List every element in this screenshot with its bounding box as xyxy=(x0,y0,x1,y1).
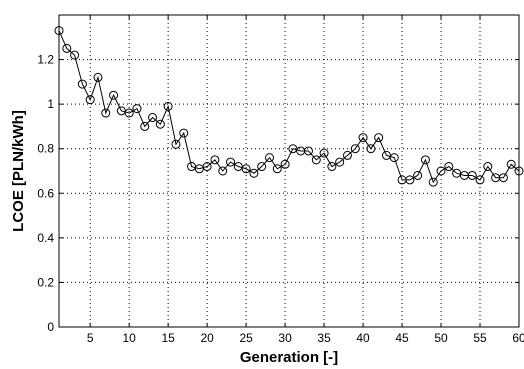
x-tick-label: 50 xyxy=(434,331,448,345)
data-point xyxy=(428,177,438,187)
data-point xyxy=(475,175,485,185)
grid xyxy=(59,15,519,327)
x-tick-label: 15 xyxy=(161,331,175,345)
data-point xyxy=(140,121,150,131)
data-point xyxy=(171,139,181,149)
y-tick-label: 0.8 xyxy=(37,142,54,156)
data-point xyxy=(62,43,72,53)
x-tick-label: 40 xyxy=(356,331,370,345)
data-point xyxy=(54,26,64,36)
data-point xyxy=(77,79,87,89)
data-point xyxy=(155,119,165,129)
x-tick-label: 45 xyxy=(395,331,409,345)
y-tick-label: 1 xyxy=(47,97,54,111)
data-point xyxy=(265,153,275,163)
data-point xyxy=(272,164,282,174)
data-point xyxy=(124,108,134,118)
data-point xyxy=(257,162,267,172)
data-point xyxy=(241,164,251,174)
data-point xyxy=(514,166,524,176)
data-point xyxy=(358,133,368,143)
x-tick-labels: 5 10 15 20 25 30 35 40 45 50 55 60 xyxy=(87,331,524,345)
y-tick-label: 0 xyxy=(47,320,54,334)
data-point xyxy=(249,168,259,178)
data-point xyxy=(420,155,430,165)
data-point xyxy=(93,72,103,82)
data-point xyxy=(413,170,423,180)
data-point xyxy=(132,104,142,114)
y-tick-label: 0.6 xyxy=(37,186,54,200)
plot-frame xyxy=(58,14,520,328)
data-point xyxy=(335,157,345,167)
data-point xyxy=(374,133,384,143)
y-tick-label: 1.2 xyxy=(37,53,54,67)
x-tick-label: 5 xyxy=(87,331,94,345)
series-line xyxy=(58,30,520,184)
series-markers xyxy=(54,26,524,187)
data-point xyxy=(311,155,321,165)
y-axis-label: LCOE [PLN/kWh] xyxy=(10,110,27,232)
data-point xyxy=(226,157,236,167)
data-point xyxy=(319,148,329,158)
y-tick-label: 0.4 xyxy=(37,231,54,245)
data-point xyxy=(467,170,477,180)
x-tick-label: 55 xyxy=(473,331,487,345)
data-point xyxy=(389,153,399,163)
x-tick-label: 35 xyxy=(317,331,331,345)
data-point xyxy=(444,162,454,172)
data-point xyxy=(163,101,173,111)
data-point xyxy=(148,113,158,123)
x-tick-label: 10 xyxy=(122,331,136,345)
axis-ticks xyxy=(59,15,520,328)
data-point xyxy=(210,155,220,165)
data-point xyxy=(280,159,290,169)
data-point xyxy=(366,144,376,154)
data-point xyxy=(327,162,337,172)
x-tick-label: 20 xyxy=(200,331,214,345)
y-tick-label: 0.2 xyxy=(37,275,54,289)
x-axis-label: Generation [-] xyxy=(240,349,338,366)
data-point xyxy=(405,175,415,185)
x-tick-label: 25 xyxy=(239,331,253,345)
data-point xyxy=(101,108,111,118)
data-point xyxy=(179,128,189,138)
data-point xyxy=(436,166,446,176)
data-point xyxy=(506,159,516,169)
data-point xyxy=(218,166,228,176)
data-point xyxy=(350,144,360,154)
data-point xyxy=(109,90,119,100)
data-point xyxy=(70,50,80,60)
data-point xyxy=(483,162,493,172)
data-point xyxy=(342,150,352,160)
data-point xyxy=(202,162,212,172)
data-point xyxy=(498,173,508,183)
y-tick-labels: 0 0.2 0.4 0.6 0.8 1 1.2 xyxy=(37,53,54,334)
x-tick-label: 30 xyxy=(278,331,292,345)
data-point xyxy=(303,146,313,156)
x-tick-label: 60 xyxy=(512,331,524,345)
data-point xyxy=(85,95,95,105)
